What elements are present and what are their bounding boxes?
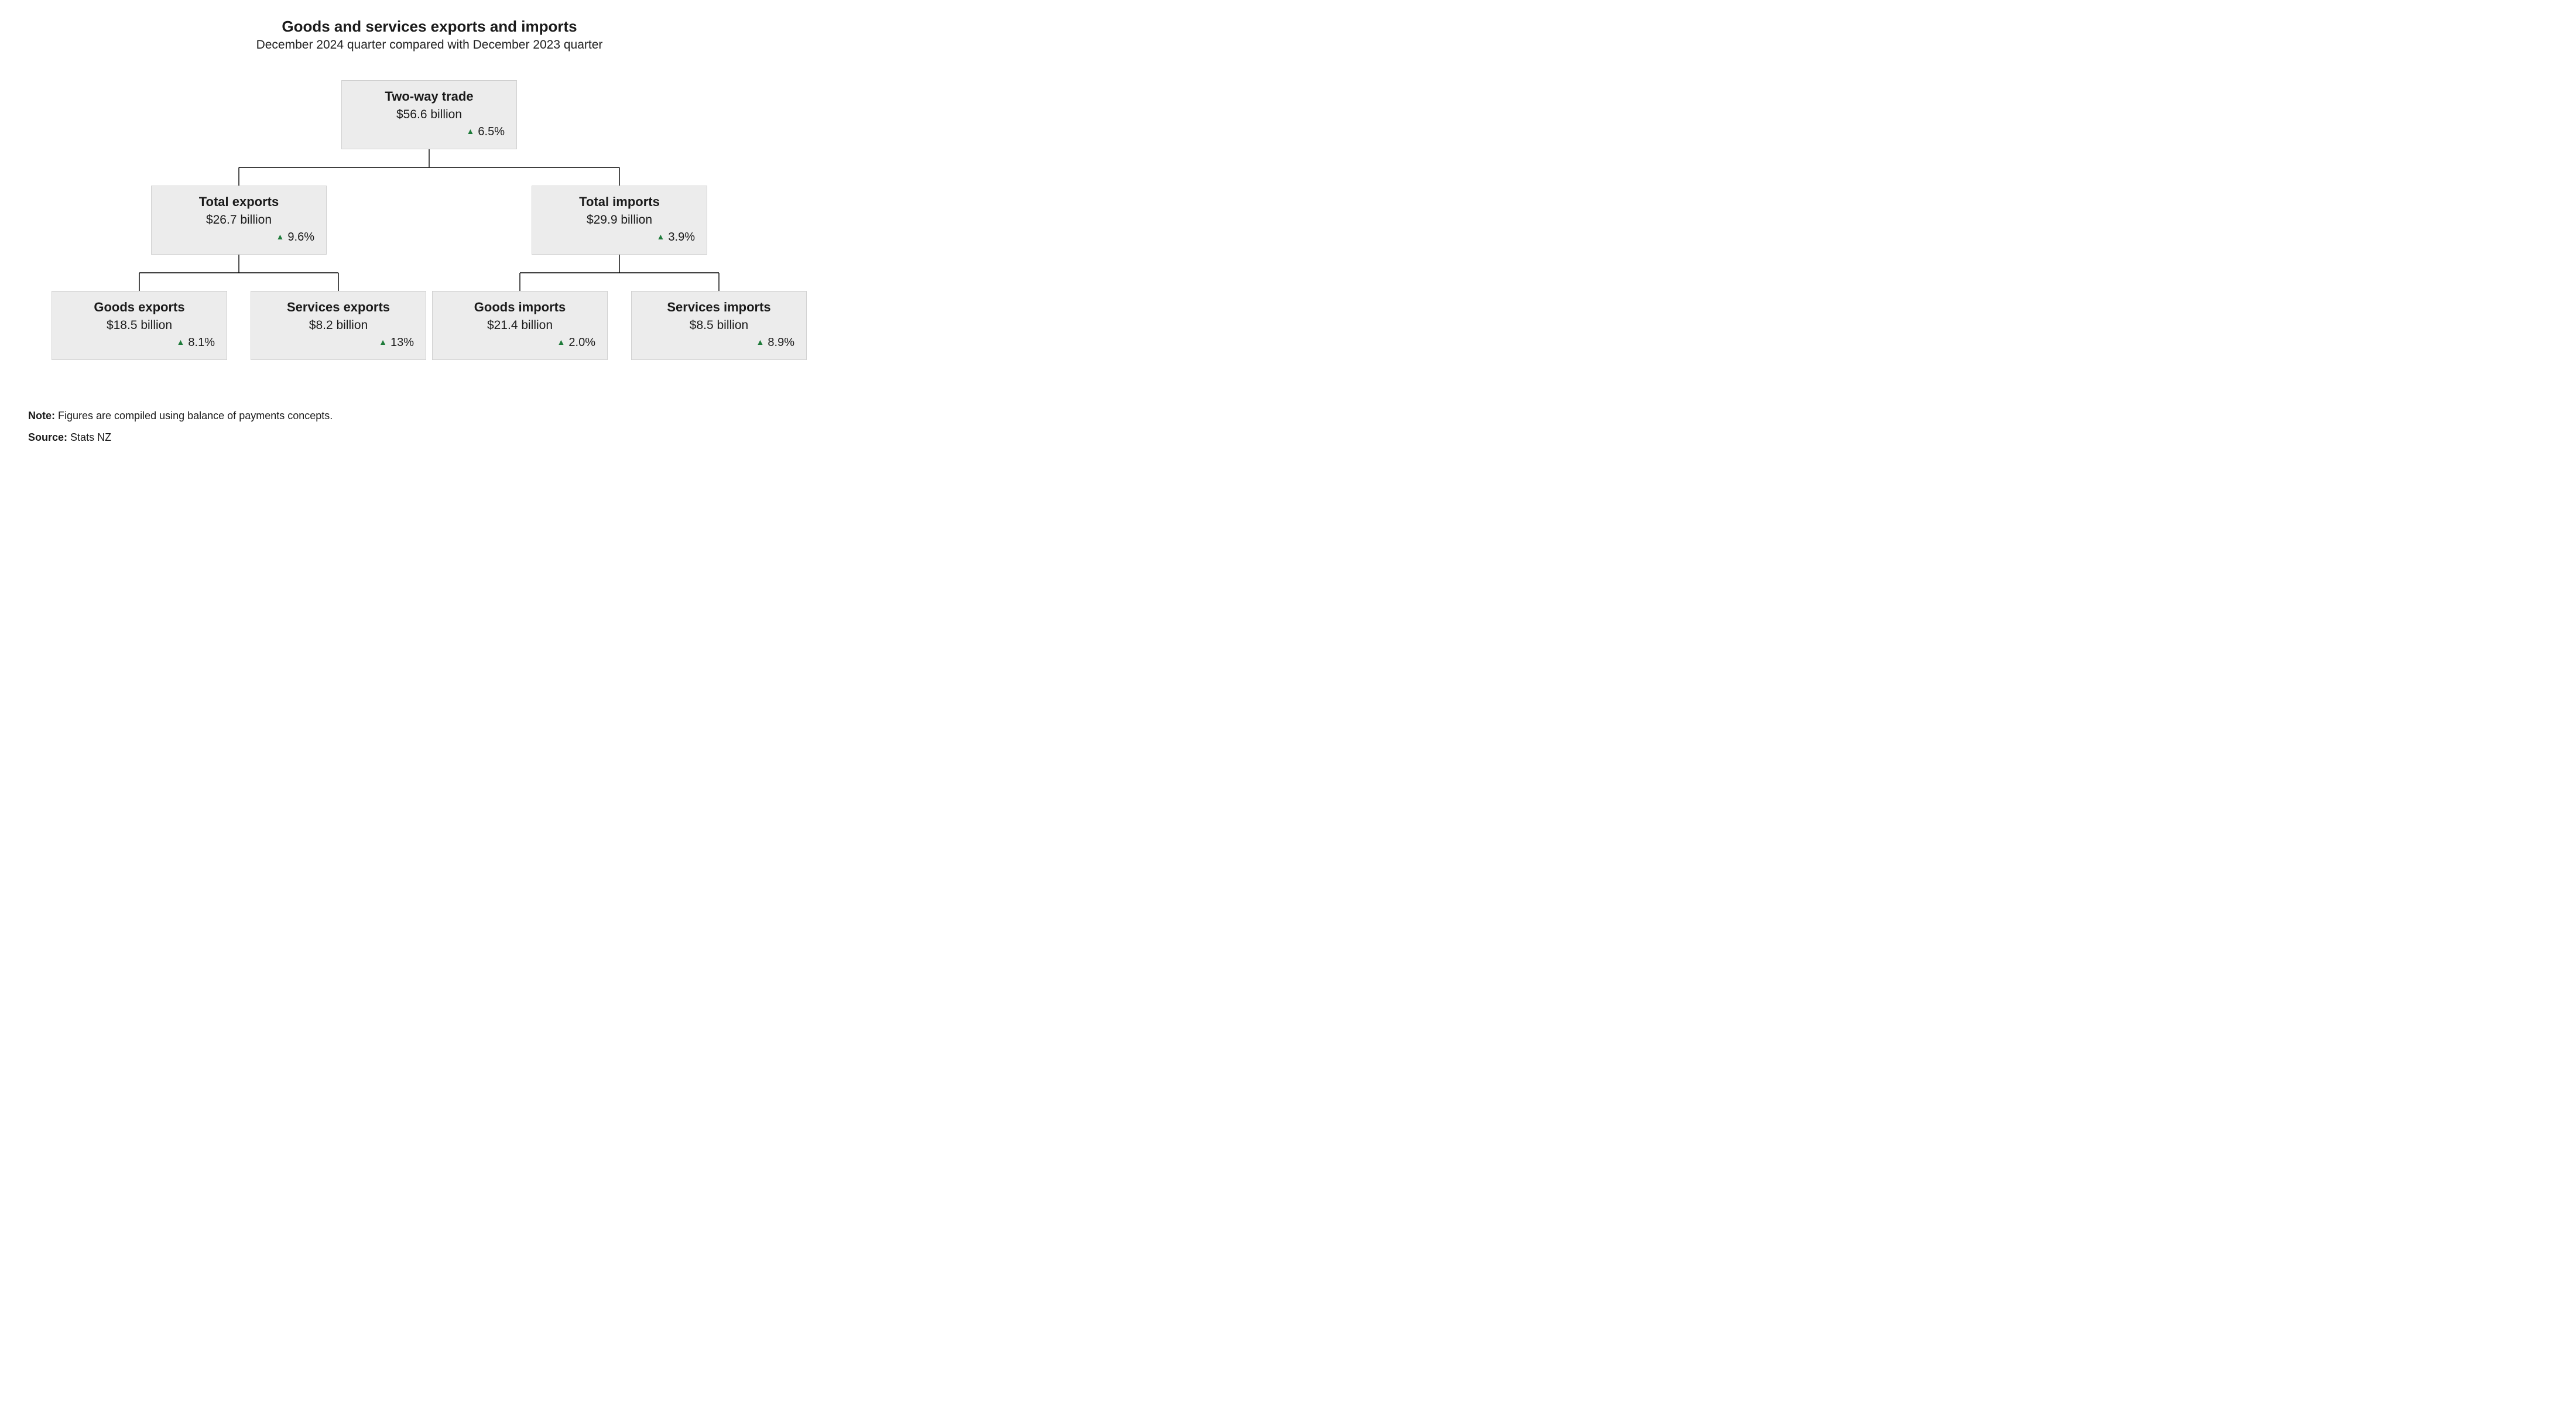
node-change: ▲13% <box>257 336 420 349</box>
node-change-value: 3.9% <box>668 231 695 244</box>
node-value: $8.2 billion <box>257 318 420 333</box>
node-change-value: 8.1% <box>188 336 215 349</box>
up-arrow-icon: ▲ <box>177 337 185 347</box>
tree-node-simp: Services imports $8.5 billion ▲8.9% <box>631 291 807 360</box>
node-label: Total exports <box>157 194 320 210</box>
node-value: $18.5 billion <box>58 318 221 333</box>
node-change-value: 8.9% <box>768 336 794 349</box>
node-change-value: 6.5% <box>478 125 505 138</box>
note-label: Note: <box>28 410 55 422</box>
node-change: ▲3.9% <box>538 231 701 244</box>
node-value: $56.6 billion <box>348 108 511 122</box>
node-value: $29.9 billion <box>538 213 701 227</box>
node-change: ▲2.0% <box>439 336 601 349</box>
up-arrow-icon: ▲ <box>467 126 475 136</box>
node-change-value: 9.6% <box>287 231 314 244</box>
node-value: $26.7 billion <box>157 213 320 227</box>
tree-node-root: Two-way trade $56.6 billion ▲6.5% <box>341 80 517 149</box>
source-label: Source: <box>28 431 67 443</box>
node-label: Services exports <box>257 300 420 315</box>
node-value: $21.4 billion <box>439 318 601 333</box>
node-label: Two-way trade <box>348 89 511 104</box>
tree-node-gexp: Goods exports $18.5 billion ▲8.1% <box>52 291 227 360</box>
up-arrow-icon: ▲ <box>276 232 285 241</box>
node-label: Services imports <box>638 300 800 315</box>
tree-node-sexp: Services exports $8.2 billion ▲13% <box>251 291 426 360</box>
node-label: Goods exports <box>58 300 221 315</box>
node-change: ▲6.5% <box>348 125 511 139</box>
note-text: Figures are compiled using balance of pa… <box>58 410 333 422</box>
source-text: Stats NZ <box>70 431 111 443</box>
node-change: ▲8.9% <box>638 336 800 349</box>
node-change-value: 13% <box>390 336 414 349</box>
up-arrow-icon: ▲ <box>379 337 387 347</box>
tree-node-imp: Total imports $29.9 billion ▲3.9% <box>532 186 707 255</box>
up-arrow-icon: ▲ <box>756 337 765 347</box>
node-label: Total imports <box>538 194 701 210</box>
footer-note: Note: Figures are compiled using balance… <box>28 410 333 422</box>
node-change: ▲8.1% <box>58 336 221 349</box>
chart-footer: Note: Figures are compiled using balance… <box>28 400 333 444</box>
node-change: ▲9.6% <box>157 231 320 244</box>
chart-subtitle: December 2024 quarter compared with Dece… <box>28 38 831 52</box>
node-label: Goods imports <box>439 300 601 315</box>
tree-node-exp: Total exports $26.7 billion ▲9.6% <box>151 186 327 255</box>
node-change-value: 2.0% <box>568 336 595 349</box>
footer-source: Source: Stats NZ <box>28 431 333 444</box>
up-arrow-icon: ▲ <box>557 337 566 347</box>
up-arrow-icon: ▲ <box>657 232 665 241</box>
tree-diagram: Two-way trade$56.6 billion▲6.5%Total exp… <box>28 80 831 385</box>
tree-node-gimp: Goods imports $21.4 billion ▲2.0% <box>432 291 608 360</box>
chart-title: Goods and services exports and imports <box>28 18 831 36</box>
chart-page: Goods and services exports and imports D… <box>0 0 859 468</box>
node-value: $8.5 billion <box>638 318 800 333</box>
